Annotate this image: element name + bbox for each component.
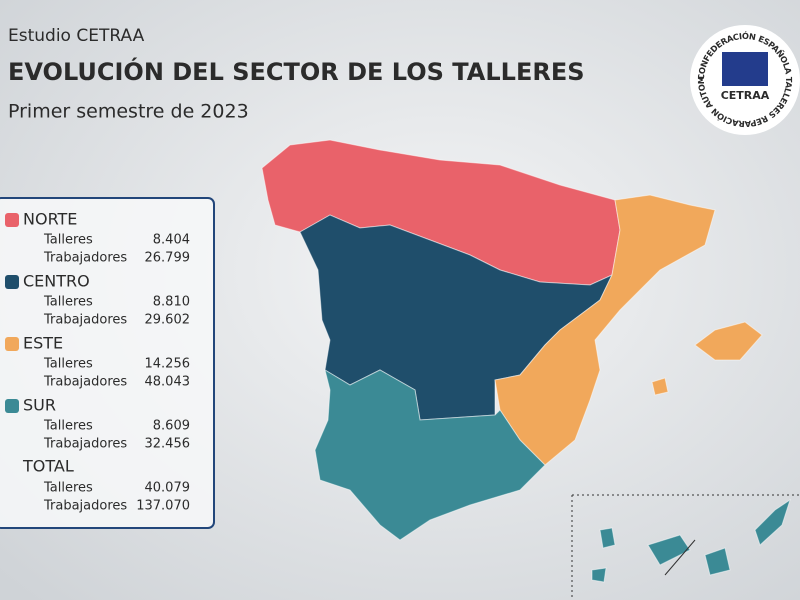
- row-label: Talleres: [43, 295, 93, 310]
- row-label: Trabajadores: [43, 313, 127, 328]
- row-value: 26.799: [145, 251, 191, 266]
- legend: NORTE Talleres 8.404 Trabajadores 26.799 CENT…: [5, 210, 190, 514]
- row-label: Trabajadores: [43, 375, 127, 390]
- region-sur: [314, 368, 546, 541]
- legend-swatch: [5, 399, 19, 413]
- region-name: SUR: [23, 396, 56, 415]
- title: EVOLUCIÓN DEL SECTOR DE LOS TALLERES: [8, 56, 585, 86]
- row-label: Talleres: [43, 357, 93, 372]
- row-label: Talleres: [43, 233, 93, 248]
- row-value: 8.810: [153, 295, 190, 310]
- row-value: 48.043: [145, 375, 191, 390]
- row-value: 14.256: [145, 357, 191, 372]
- region-name: CENTRO: [23, 272, 90, 291]
- row-label: Trabajadores: [43, 499, 127, 514]
- legend-box: [0, 197, 215, 529]
- row-label: Talleres: [43, 419, 93, 434]
- region-este: [494, 194, 716, 466]
- region-baleares: [651, 377, 669, 396]
- study-label: Estudio CETRAA: [8, 26, 145, 46]
- region-canarias: [754, 498, 791, 546]
- row-value: 40.079: [145, 481, 191, 496]
- row-value: 8.404: [153, 233, 190, 248]
- region-canarias: [704, 547, 731, 576]
- row-label: Trabajadores: [43, 251, 127, 266]
- logo-name: CETRAA: [721, 89, 770, 102]
- subtitle: Primer semestre de 2023: [8, 101, 249, 123]
- map: [261, 139, 800, 600]
- row-value: 32.456: [145, 437, 191, 452]
- region-baleares: [694, 321, 763, 361]
- legend-swatch: [5, 275, 19, 289]
- logo-emblem: [722, 52, 768, 86]
- total-name: TOTAL: [22, 457, 74, 476]
- region-name: NORTE: [23, 210, 77, 229]
- region-canarias: [599, 527, 616, 549]
- legend-swatch: [5, 337, 19, 351]
- row-value: 137.070: [136, 499, 190, 514]
- row-label: Trabajadores: [43, 437, 127, 452]
- region-canarias: [591, 567, 607, 583]
- region-name: ESTE: [23, 334, 63, 353]
- row-label: Talleres: [43, 481, 93, 496]
- canarias-frame: [571, 494, 800, 600]
- canarias-divider: [664, 539, 696, 576]
- row-value: 29.602: [145, 313, 191, 328]
- row-value: 8.609: [153, 419, 190, 434]
- legend-swatch: [5, 213, 19, 227]
- region-canarias: [647, 534, 691, 566]
